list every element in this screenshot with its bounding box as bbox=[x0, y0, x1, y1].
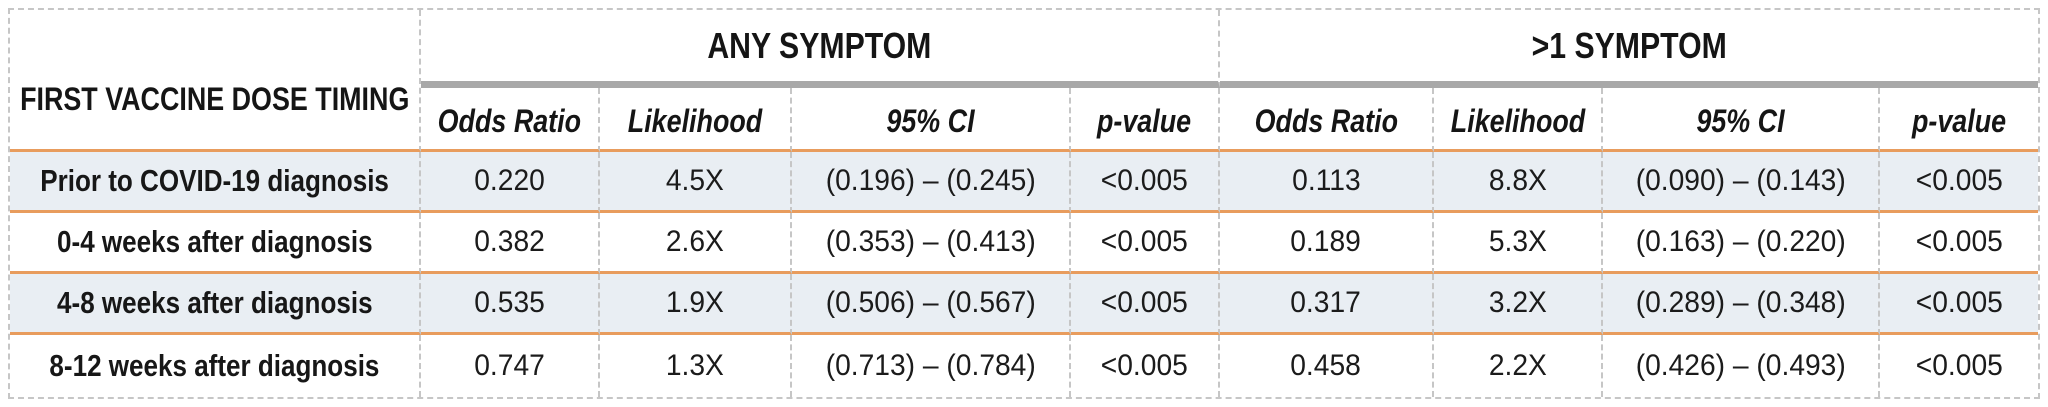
data-cell: <0.005 bbox=[1071, 274, 1220, 335]
data-cell: <0.005 bbox=[1071, 152, 1220, 213]
row-header-label: FIRST VACCINE DOSE TIMING bbox=[19, 81, 410, 117]
data-cell: 3.2X bbox=[1434, 274, 1603, 335]
col-header-odds-ratio-2: Odds Ratio bbox=[1220, 88, 1434, 152]
data-cell: <0.005 bbox=[1880, 274, 2038, 335]
data-cell: <0.005 bbox=[1071, 335, 1220, 397]
data-cell: (0.713) – (0.784) bbox=[792, 335, 1071, 397]
vaccine-timing-results-table: FIRST VACCINE DOSE TIMING ANY SYMPTOM >1… bbox=[8, 8, 2040, 399]
data-cell: 1.9X bbox=[600, 274, 792, 335]
data-cell: 1.3X bbox=[600, 335, 792, 397]
data-cell: 4.5X bbox=[600, 152, 792, 213]
col-header-odds-ratio-1: Odds Ratio bbox=[421, 88, 600, 152]
data-cell: (0.196) – (0.245) bbox=[792, 152, 1071, 213]
group-header-gt1-symptom: >1 SYMPTOM bbox=[1220, 10, 2038, 88]
row-header-cell: FIRST VACCINE DOSE TIMING bbox=[10, 10, 421, 152]
data-cell: <0.005 bbox=[1915, 349, 2003, 382]
data-cell: <0.005 bbox=[1071, 213, 1220, 274]
col-header-95ci-1: 95% CI bbox=[792, 88, 1071, 152]
data-cell: (0.163) – (0.220) bbox=[1603, 213, 1880, 274]
data-cell: <0.005 bbox=[1880, 152, 2038, 213]
data-cell: 0.189 bbox=[1220, 213, 1434, 274]
col-header-pvalue-2: p-value bbox=[1880, 88, 2038, 152]
data-cell: 0.458 bbox=[1220, 335, 1434, 397]
col-header-likelihood-1: Likelihood bbox=[600, 88, 792, 152]
data-cell: 0.317 bbox=[1220, 274, 1434, 335]
data-cell: 0.113 bbox=[1220, 152, 1434, 213]
group-header-any-symptom: ANY SYMPTOM bbox=[421, 10, 1220, 88]
data-cell: (0.289) – (0.348) bbox=[1603, 274, 1880, 335]
data-cell: 2.6X bbox=[600, 213, 792, 274]
data-cell: 0.382 bbox=[421, 213, 600, 274]
data-cell: (0.506) – (0.567) bbox=[792, 274, 1071, 335]
data-cell: 0.220 bbox=[421, 152, 600, 213]
row-label: 0-4 weeks after diagnosis bbox=[10, 213, 421, 274]
col-header-pvalue-1: p-value bbox=[1071, 88, 1220, 152]
row-label: Prior to COVID-19 diagnosis bbox=[10, 152, 421, 213]
data-cell: (0.090) – (0.143) bbox=[1603, 152, 1880, 213]
data-cell: 8.8X bbox=[1434, 152, 1603, 213]
row-label: 8-12 weeks after diagnosis bbox=[10, 335, 421, 397]
data-cell: <0.005 bbox=[1880, 213, 2038, 274]
col-header-95ci-2: 95% CI bbox=[1603, 88, 1880, 152]
col-header-likelihood-2: Likelihood bbox=[1434, 88, 1603, 152]
data-cell: 5.3X bbox=[1434, 213, 1603, 274]
data-cell: 2.2X bbox=[1434, 335, 1603, 397]
data-cell: (0.426) – (0.493) bbox=[1603, 335, 1880, 397]
data-cell: 0.535 bbox=[421, 274, 600, 335]
row-label: 4-8 weeks after diagnosis bbox=[10, 274, 421, 335]
data-cell: (0.353) – (0.413) bbox=[792, 213, 1071, 274]
data-cell: 0.747 bbox=[421, 335, 600, 397]
